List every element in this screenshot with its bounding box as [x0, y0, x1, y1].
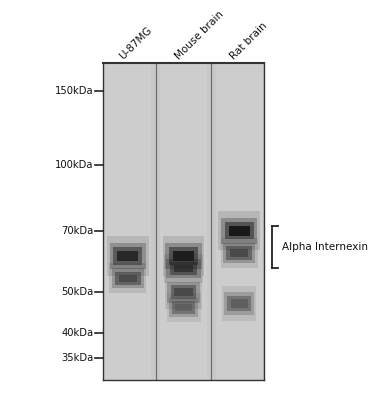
Bar	[226, 246, 252, 260]
Bar	[107, 236, 149, 276]
Text: 50kDa: 50kDa	[61, 287, 93, 297]
Bar	[103, 63, 265, 380]
Bar	[115, 272, 141, 285]
Text: 150kDa: 150kDa	[55, 86, 93, 96]
Bar	[221, 238, 257, 268]
Bar	[223, 243, 255, 263]
Bar	[171, 285, 196, 300]
Bar	[222, 286, 256, 321]
Bar	[172, 301, 195, 314]
Text: U-87MG: U-87MG	[117, 25, 154, 61]
Text: 70kDa: 70kDa	[61, 226, 93, 236]
Bar	[227, 296, 251, 311]
Bar	[231, 299, 248, 308]
Bar	[165, 243, 202, 269]
Bar	[119, 274, 137, 282]
Bar	[216, 63, 263, 380]
Text: 100kDa: 100kDa	[55, 160, 93, 170]
Bar	[169, 247, 198, 264]
Bar	[170, 262, 197, 274]
Bar	[167, 259, 201, 278]
Bar	[167, 282, 200, 303]
Bar	[110, 243, 146, 269]
Bar	[118, 251, 138, 261]
Bar	[112, 268, 144, 288]
Bar	[225, 222, 254, 239]
Bar	[160, 63, 207, 380]
Bar	[167, 293, 201, 322]
Bar	[174, 265, 193, 272]
Bar	[218, 212, 260, 250]
Bar	[174, 288, 193, 296]
Text: 35kDa: 35kDa	[61, 353, 93, 363]
Bar	[229, 226, 250, 236]
Bar	[173, 251, 194, 261]
Bar	[165, 276, 202, 309]
Bar	[104, 63, 152, 380]
Bar	[224, 292, 254, 315]
Bar	[109, 263, 146, 293]
Bar	[164, 254, 203, 283]
Bar	[113, 247, 143, 264]
Text: Alpha Internexin: Alpha Internexin	[282, 242, 368, 252]
Bar	[175, 304, 192, 311]
Bar	[230, 249, 248, 257]
Text: Mouse brain: Mouse brain	[173, 9, 225, 61]
Bar	[163, 236, 204, 276]
Bar	[169, 298, 199, 318]
Text: Rat brain: Rat brain	[229, 20, 270, 61]
Bar	[221, 218, 257, 244]
Text: 40kDa: 40kDa	[61, 328, 93, 338]
